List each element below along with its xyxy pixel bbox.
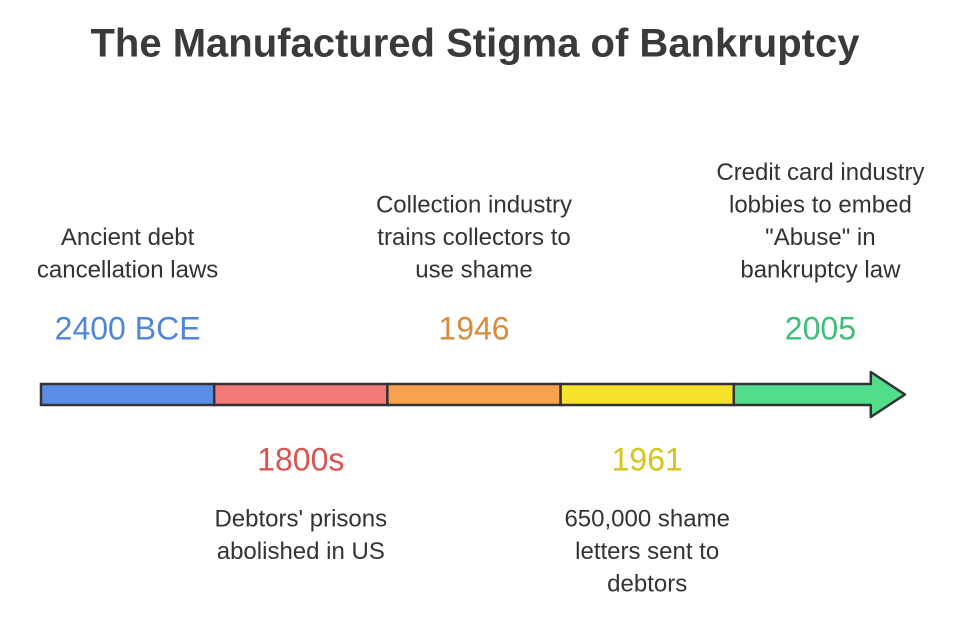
event-description: abolished in US [217, 538, 385, 565]
title: The Manufactured Stigma of Bankruptcy [91, 22, 861, 66]
timeline-segment [386, 382, 562, 407]
event-description: debtors [607, 570, 687, 597]
event-year: 2400 BCE [55, 310, 201, 346]
timeline-segment [212, 382, 389, 407]
event-description: Ancient debt [61, 224, 195, 251]
event-description: "Abuse" in [765, 224, 875, 251]
event-year: 1961 [612, 441, 683, 477]
event-description: cancellation laws [37, 256, 218, 283]
timeline-segment [39, 382, 216, 407]
event-year: 1946 [438, 310, 509, 346]
event-description: Debtors' prisons [214, 505, 387, 532]
event-description: Credit card industry [716, 159, 924, 186]
event-description: letters sent to [575, 538, 719, 565]
event-year: 1800s [257, 441, 344, 477]
event-description: 650,000 shame [564, 505, 729, 532]
timeline-segment [559, 382, 736, 407]
event-description: trains collectors to [377, 224, 570, 251]
timeline-arrow [732, 370, 907, 419]
event-description: lobbies to embed [729, 191, 912, 218]
event-description: bankruptcy law [740, 256, 901, 283]
event-year: 2005 [785, 310, 856, 346]
event-description: use shame [415, 256, 532, 283]
event-description: Collection industry [376, 191, 572, 218]
